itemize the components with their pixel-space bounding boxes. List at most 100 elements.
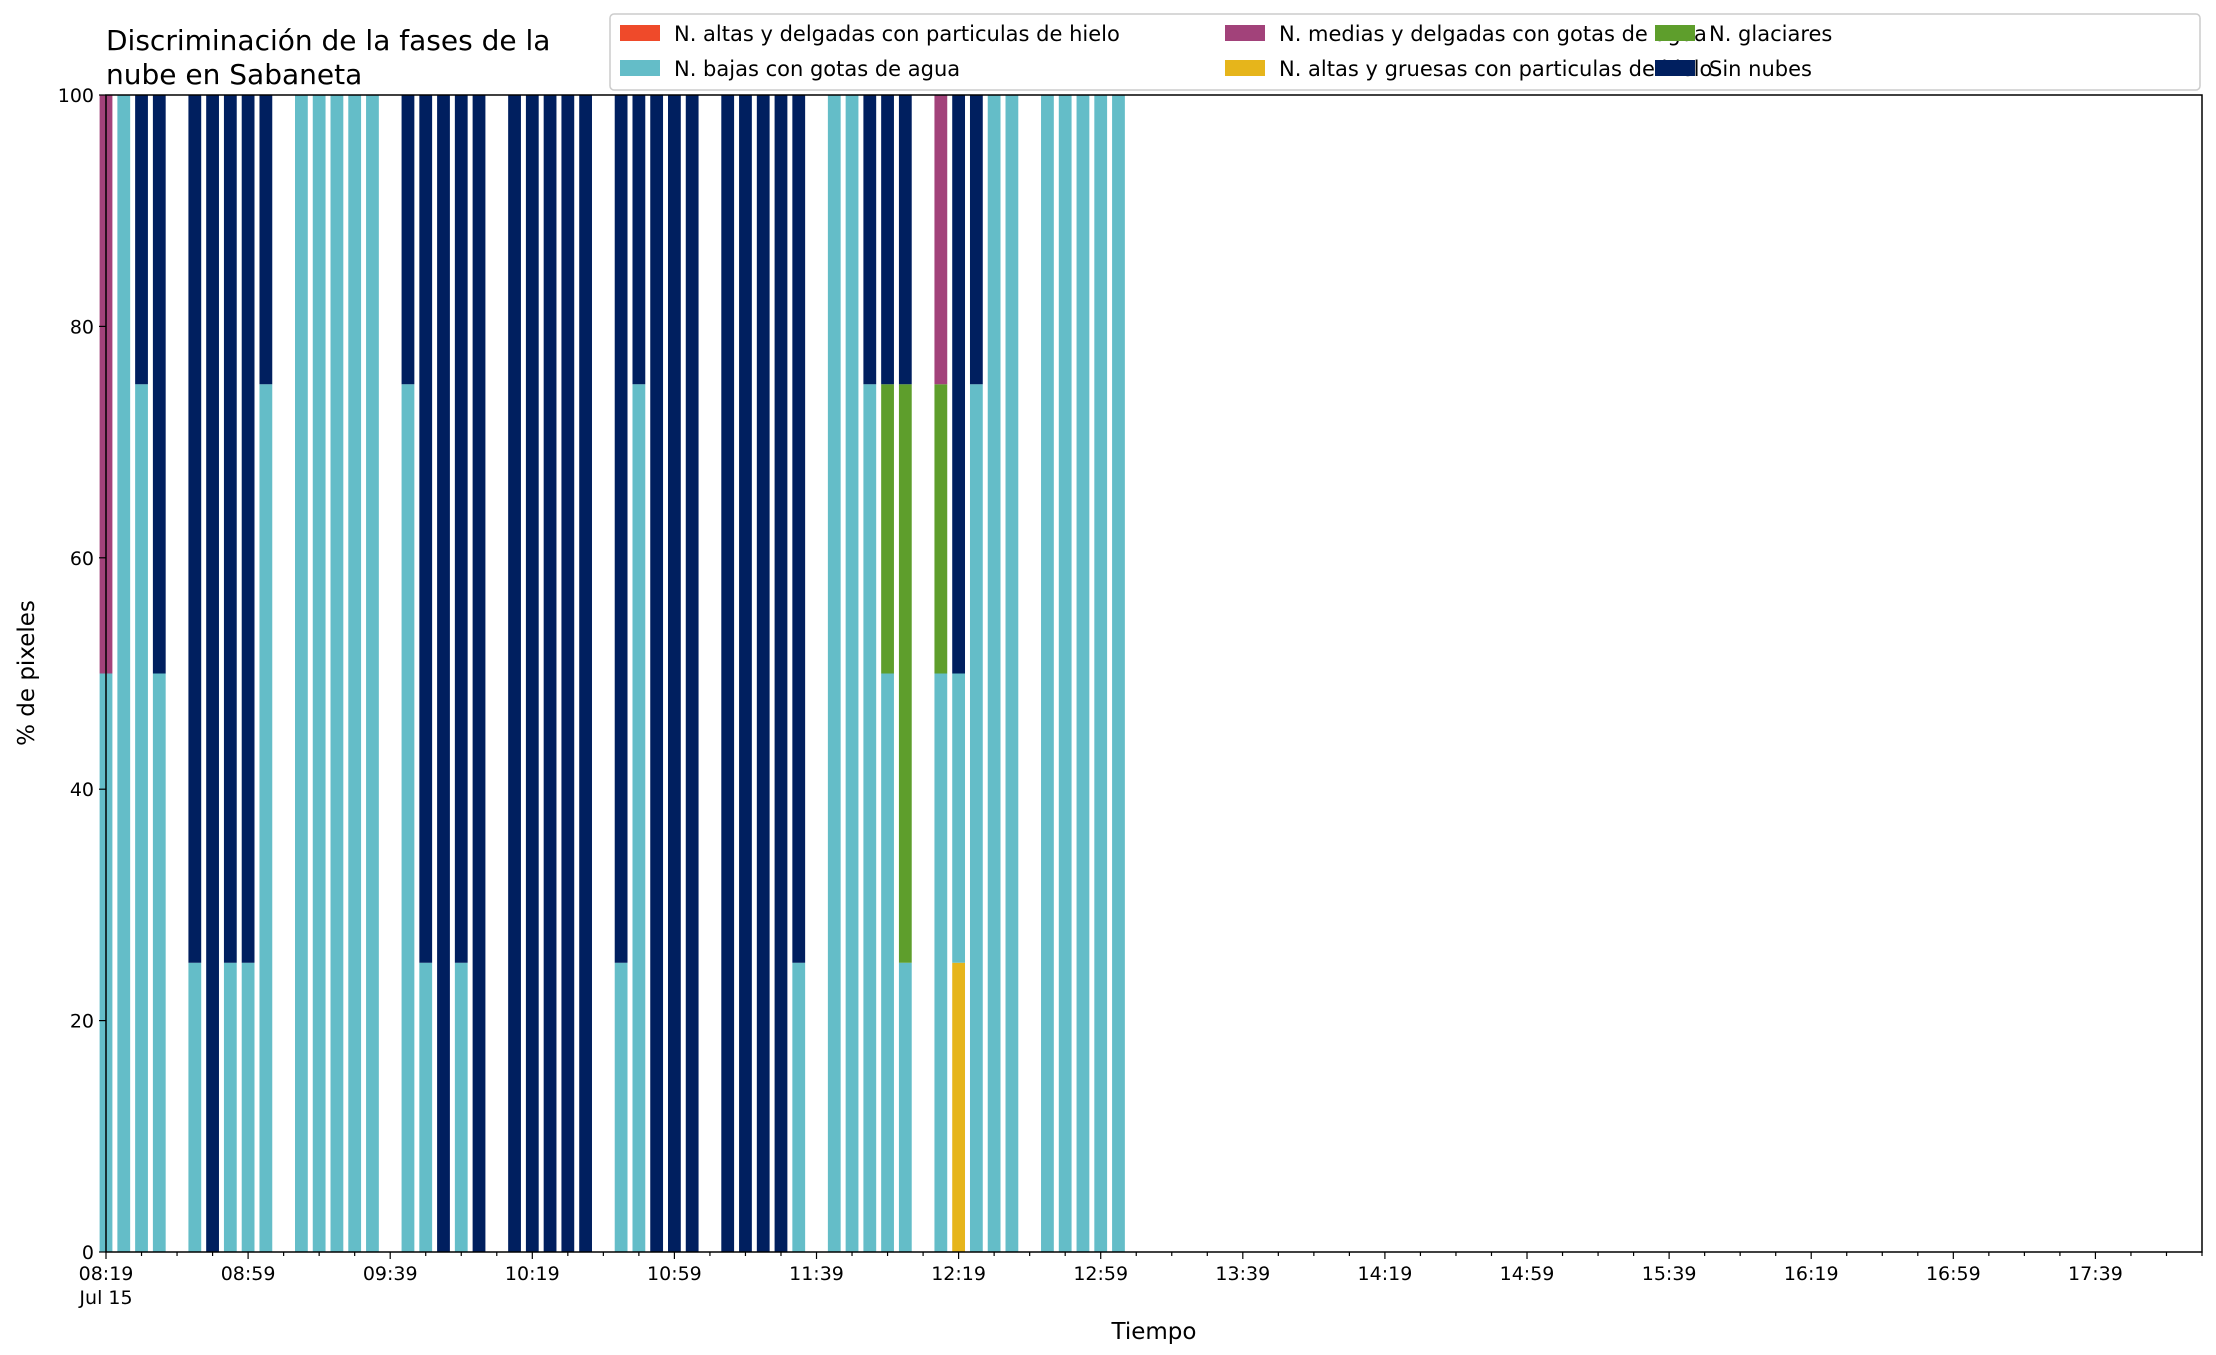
x-tick-label: 17:39 (2068, 1263, 2123, 1285)
bar-segment-23-5 (579, 95, 592, 1252)
bar-segment-31-5 (756, 95, 770, 1252)
x-tick-label: 12:59 (1073, 1263, 1128, 1285)
legend-swatch-4 (1225, 25, 1265, 41)
bar-segment-1-2 (117, 95, 131, 1252)
bar-segment-11-2 (330, 95, 344, 1252)
y-tick-label: 40 (70, 779, 94, 801)
title-line-2: nube en Sabaneta (106, 58, 362, 91)
bar-segment-14-5 (401, 95, 415, 385)
bar-segment-47-2 (1094, 95, 1108, 1252)
bar-segment-25-5 (632, 95, 646, 385)
title-line-1: Discriminación de la fases de la (106, 24, 550, 57)
y-axis-label: % de pixeles (14, 600, 40, 746)
bar-segment-40-2 (952, 673, 966, 963)
x-tick-label: 08:59 (221, 1263, 276, 1285)
bar-segment-29-5 (721, 95, 735, 1252)
bar-segment-36-2 (863, 384, 877, 1252)
bar-segment-39-3 (934, 384, 948, 674)
bar-segment-30-5 (739, 95, 752, 1252)
legend-label-2: N. bajas con gotas de agua (674, 57, 960, 81)
x-tick-label: 16:59 (1926, 1263, 1981, 1285)
bar-segment-39-4 (934, 95, 948, 385)
bar-segment-44-2 (1041, 95, 1054, 1252)
bar-segment-40-5 (952, 95, 966, 674)
y-tick-label: 0 (82, 1242, 94, 1264)
x-tick-label: 09:39 (363, 1263, 418, 1285)
bar-segment-41-2 (969, 384, 983, 1252)
bar-segment-33-2 (792, 962, 806, 1252)
legend: N. altas y delgadas con particulas de hi… (609, 13, 2201, 91)
legend-label-3: N. glaciares (1709, 22, 1832, 46)
legend-label-0: N. altas y delgadas con particulas de hi… (674, 22, 1120, 46)
bar-segment-46-2 (1076, 95, 1090, 1252)
bar-segment-33-5 (792, 95, 806, 963)
bar-segment-6-2 (223, 962, 237, 1252)
bar-segment-35-2 (845, 95, 859, 1252)
bar-segment-40-1 (952, 962, 966, 1252)
bar-segment-20-5 (525, 95, 539, 1252)
bar-segment-3-5 (152, 95, 166, 674)
bar-segment-26-5 (650, 95, 664, 1252)
legend-frame (609, 13, 2201, 91)
bar-segment-13-2 (366, 95, 379, 1252)
legend-label-5: Sin nubes (1709, 57, 1812, 81)
bar-segment-24-5 (614, 95, 628, 963)
x-tick-label: 16:19 (1784, 1263, 1839, 1285)
bar-segment-27-5 (668, 95, 681, 1252)
bar-segment-28-5 (685, 95, 699, 1252)
x-tick-label: 12:19 (931, 1263, 986, 1285)
legend-swatch-5 (1655, 60, 1695, 76)
x-tick-label: 13:39 (1215, 1263, 1270, 1285)
bar-segment-17-2 (454, 962, 468, 1252)
x-tick-label: 14:19 (1358, 1263, 1413, 1285)
bar-segment-12-2 (348, 95, 362, 1252)
bar-segment-25-2 (632, 384, 646, 1252)
bars-layer (99, 95, 1125, 1252)
legend-swatch-2 (620, 60, 660, 76)
x-axis-label: Tiempo (1111, 1319, 1197, 1345)
legend-label-4: N. medias y delgadas con gotas de agua (1279, 22, 1707, 46)
bar-segment-22-5 (561, 95, 575, 1252)
bar-segment-39-2 (934, 673, 948, 1252)
x-tick-label: 08:19 (79, 1263, 134, 1285)
bar-segment-5-5 (206, 95, 219, 1252)
bar-segment-4-5 (188, 95, 202, 963)
bar-segment-8-2 (259, 384, 273, 1252)
x-tick-label: 14:59 (1500, 1263, 1555, 1285)
bar-segment-43-2 (1005, 95, 1019, 1252)
bar-segment-24-2 (614, 962, 628, 1252)
x-axis: 08:19 08:59 09:39 10:19 10:59 11:39 12:19 12:59… (78, 1252, 2203, 1309)
bar-segment-17-5 (454, 95, 468, 963)
bar-segment-10-2 (312, 95, 326, 1252)
bar-segment-45-2 (1058, 95, 1072, 1252)
bar-segment-36-5 (863, 95, 877, 385)
bar-segment-2-5 (135, 95, 148, 385)
bar-segment-37-2 (881, 673, 894, 1252)
bar-segment-38-2 (898, 962, 912, 1252)
bar-segment-21-5 (543, 95, 557, 1252)
bar-segment-15-2 (419, 962, 433, 1252)
bar-segment-15-5 (419, 95, 433, 963)
bar-segment-34-2 (827, 95, 841, 1252)
x-tick-label: 10:19 (505, 1263, 560, 1285)
bar-segment-14-2 (401, 384, 415, 1252)
bar-segment-4-2 (188, 962, 202, 1252)
bar-segment-48-2 (1112, 95, 1125, 1252)
bar-segment-9-2 (295, 95, 308, 1252)
bar-segment-32-5 (774, 95, 788, 1252)
x-tick-label: 11:39 (789, 1263, 844, 1285)
bar-segment-18-5 (472, 95, 486, 1252)
bar-segment-16-5 (437, 95, 450, 1252)
x-tick-label: 10:59 (647, 1263, 702, 1285)
bar-segment-6-5 (223, 95, 237, 963)
x-tick-label: 15:39 (1642, 1263, 1697, 1285)
bar-segment-37-3 (881, 384, 894, 674)
bar-segment-38-3 (898, 384, 912, 963)
legend-swatch-3 (1655, 25, 1695, 41)
y-tick-label: 20 (70, 1011, 94, 1033)
chart-title: Discriminación de la fases de la nube en… (106, 24, 559, 91)
bar-segment-41-5 (969, 95, 983, 385)
legend-swatch-0 (620, 25, 660, 41)
legend-label-1: N. altas y gruesas con particulas de hie… (1279, 57, 1712, 81)
